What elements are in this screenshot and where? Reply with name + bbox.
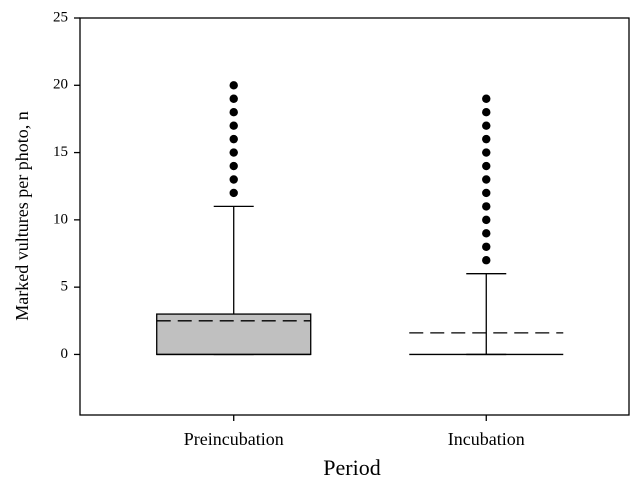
plot-frame: [79, 17, 630, 416]
outlier: [229, 94, 238, 103]
x-tick-label: Preincubation: [184, 429, 284, 449]
outlier: [482, 215, 491, 225]
outlier: [482, 148, 491, 157]
y-tick-label: 25: [53, 9, 68, 25]
y-tick-label: 15: [53, 144, 68, 160]
outlier: [229, 81, 238, 90]
y-tick-label: 20: [53, 77, 68, 93]
outlier: [229, 134, 238, 144]
outlier: [482, 134, 491, 144]
outlier: [229, 121, 238, 130]
outlier: [229, 108, 238, 117]
outlier: [229, 161, 238, 171]
outlier: [482, 94, 491, 103]
outlier: [482, 229, 491, 238]
outlier: [482, 202, 491, 211]
x-tick-label: Incubation: [448, 429, 525, 449]
outlier: [482, 175, 491, 184]
outlier: [229, 175, 238, 184]
y-tick-label: 5: [61, 279, 69, 295]
x-axis-label: Period: [323, 455, 380, 480]
outlier: [229, 148, 238, 157]
outlier: [482, 188, 491, 198]
outlier: [482, 108, 491, 117]
outlier: [229, 188, 238, 198]
outlier: [482, 242, 491, 251]
y-axis-label: Marked vultures per photo, n: [12, 111, 32, 320]
y-tick-label: 10: [53, 211, 68, 227]
outlier: [482, 256, 491, 265]
y-tick-label: 0: [61, 346, 69, 362]
outlier: [482, 121, 491, 130]
outlier: [482, 161, 491, 171]
box: [156, 313, 312, 356]
